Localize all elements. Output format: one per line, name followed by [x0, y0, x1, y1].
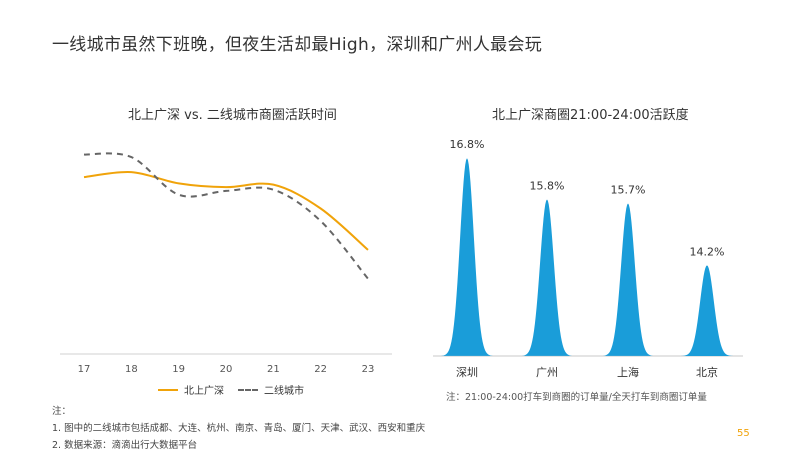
- category-label: 上海: [617, 365, 639, 379]
- series-line-tier2: [83, 152, 369, 280]
- peak-shape: [681, 265, 733, 356]
- legend-label-tier2: 二线城市: [264, 386, 304, 397]
- value-label: 15.8%: [530, 179, 565, 192]
- footnote-item: 1. 图中的二线城市包括成都、大连、杭州、南京、青岛、厦门、天津、武汉、西安和重…: [52, 423, 426, 434]
- footnote-heading: 注：: [52, 406, 72, 417]
- page-number: 55: [737, 428, 750, 439]
- x-tick-label: 22: [314, 364, 327, 375]
- category-label: 广州: [536, 366, 558, 379]
- legend-swatch-solid: [158, 388, 178, 391]
- value-label: 14.2%: [690, 245, 725, 258]
- x-tick-label: 20: [220, 364, 233, 375]
- x-tick-label: 23: [362, 364, 375, 375]
- line-chart-legend: 北上广深 二线城市: [158, 382, 304, 397]
- legend-swatch-dashed: [238, 388, 258, 391]
- legend-label-tier1: 北上广深: [184, 386, 224, 397]
- x-tick-label: 17: [78, 364, 91, 375]
- peak-chart-note: 注：21:00-24:00打车到商圈的订单量/全天打车到商圈订单量: [446, 392, 707, 403]
- x-tick-label: 18: [125, 364, 138, 375]
- footnotes: 注： 1. 图中的二线城市包括成都、大连、杭州、南京、青岛、厦门、天津、武汉、西…: [52, 403, 425, 454]
- x-tick-label: 19: [172, 364, 185, 375]
- series-line-tier1: [83, 170, 369, 251]
- category-label: 北京: [696, 365, 718, 379]
- peak-shape: [441, 158, 493, 356]
- footnote-item: 2. 数据来源：滴滴出行大数据平台: [52, 440, 198, 451]
- line-chart-title: 北上广深 vs. 二线城市商圈活跃时间: [128, 108, 337, 123]
- x-tick-label: 21: [267, 364, 280, 375]
- peak-shape: [521, 199, 573, 356]
- peak-chart-title: 北上广深商圈21:00-24:00活跃度: [492, 108, 689, 123]
- value-label: 16.8%: [450, 138, 485, 151]
- peak-shape: [602, 203, 654, 356]
- value-label: 15.7%: [611, 184, 646, 197]
- slide-title: 一线城市虽然下班晚，但夜生活却最High，深圳和广州人最会玩: [52, 35, 543, 55]
- category-label: 深圳: [456, 366, 478, 379]
